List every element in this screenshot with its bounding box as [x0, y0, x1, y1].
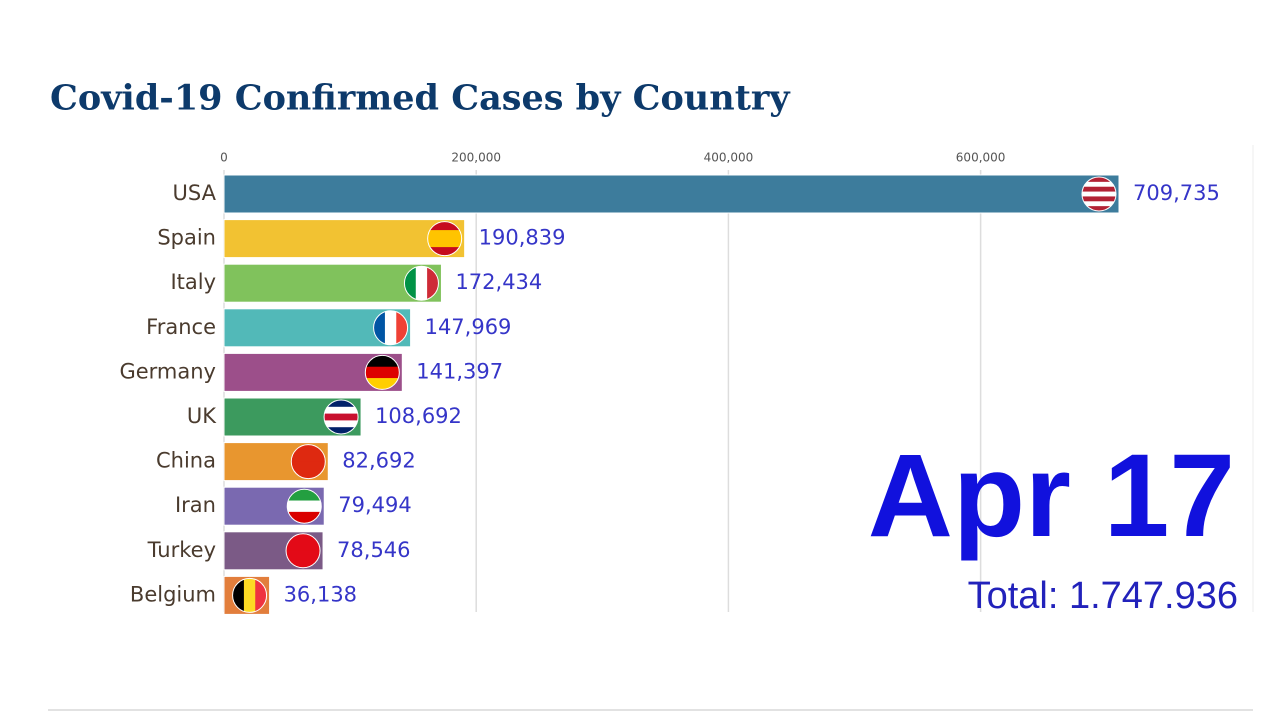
value-label: 141,397 [416, 359, 503, 383]
flag-stripe [415, 266, 428, 301]
flag-ring [1081, 176, 1117, 212]
y-tick-label: Spain [157, 226, 216, 250]
date-annotation: Apr 17 [868, 430, 1235, 562]
flag-icon [287, 489, 322, 524]
flag-stripe [427, 266, 439, 301]
flag-stripe [1081, 206, 1116, 211]
flag-icon [1081, 177, 1116, 211]
y-tick-label: Belgium [130, 582, 216, 606]
total-annotation: Total: 1.747.936 [968, 575, 1238, 617]
flag-icon [373, 310, 408, 345]
value-label: 108,692 [375, 404, 462, 428]
flag-ring [286, 488, 322, 524]
flag-ring [364, 354, 400, 390]
flag-stripe [365, 378, 400, 390]
value-label: 190,839 [479, 226, 566, 250]
flag-ring [290, 444, 326, 480]
y-tick-label: Iran [175, 493, 216, 517]
flag-icon [286, 533, 321, 568]
flag-stripe [1081, 201, 1116, 207]
flag-stripe [404, 266, 417, 301]
flag-stripe [286, 533, 321, 552]
flag-stripe [427, 247, 462, 256]
flag-stripe [1081, 186, 1116, 193]
flag-icon [427, 221, 462, 256]
value-label: 709,735 [1133, 181, 1220, 205]
bar [223, 219, 466, 259]
flag-stripe [324, 400, 359, 408]
x-tick-label: 0 [220, 151, 228, 165]
flag-stripe [396, 310, 408, 345]
x-tick-label: 200,000 [451, 151, 501, 165]
x-tick-label: 400,000 [704, 151, 754, 165]
flag-icon [365, 355, 400, 390]
y-tick-label: France [146, 315, 216, 339]
value-label: 36,138 [284, 582, 357, 606]
flag-stripe [1081, 177, 1116, 183]
flag-stripe [324, 413, 359, 421]
flag-ring [403, 265, 439, 301]
value-label: 172,434 [455, 270, 542, 294]
flag-stripe [384, 310, 397, 345]
flag-stripe [365, 366, 400, 379]
flag-icon [324, 400, 359, 434]
flag-stripe [324, 406, 359, 415]
flag-stripe [291, 444, 326, 463]
flag-ring [427, 221, 463, 257]
flag-stripe [243, 578, 256, 613]
flag-ring [323, 399, 359, 435]
flag-stripe [1081, 181, 1116, 188]
flag-icon [232, 578, 267, 613]
flag-icon [291, 444, 326, 479]
value-label: 147,969 [425, 315, 512, 339]
chart-title: Covid-19 Confirmed Cases by Country [50, 78, 791, 119]
flag-icon [404, 266, 439, 301]
flag-stripe [232, 578, 245, 613]
y-tick-label: UK [187, 404, 217, 428]
flag-stripe [427, 221, 462, 231]
bar [223, 174, 1120, 214]
flag-stripe [324, 420, 359, 428]
y-tick-label: Germany [119, 359, 216, 383]
flag-stripe [291, 461, 326, 479]
flag-stripe [287, 511, 322, 524]
flag-stripe [255, 578, 267, 613]
flag-ring [232, 577, 268, 613]
x-tick-label: 600,000 [956, 151, 1006, 165]
flag-stripe [1081, 196, 1116, 202]
flag-stripe [324, 427, 359, 434]
value-label: 78,546 [337, 538, 410, 562]
flag-stripe [373, 310, 386, 345]
value-label: 82,692 [342, 449, 415, 473]
bars: USA 709,735 Spain 190,839 Italy 172,434 France… [119, 174, 1220, 615]
value-label: 79,494 [338, 493, 411, 517]
flag-stripe [427, 230, 462, 240]
flag-stripe [287, 489, 322, 502]
flag-ring [285, 533, 321, 569]
y-tick-label: China [156, 449, 216, 473]
y-tick-label: USA [173, 181, 217, 205]
y-tick-label: Italy [170, 270, 216, 294]
flag-stripe [287, 500, 322, 513]
flag-stripe [427, 238, 462, 248]
y-tick-label: Turkey [147, 538, 216, 562]
flag-stripe [286, 550, 321, 568]
flag-ring [373, 310, 409, 346]
flag-stripe [1081, 191, 1116, 197]
flag-stripe [365, 355, 400, 368]
